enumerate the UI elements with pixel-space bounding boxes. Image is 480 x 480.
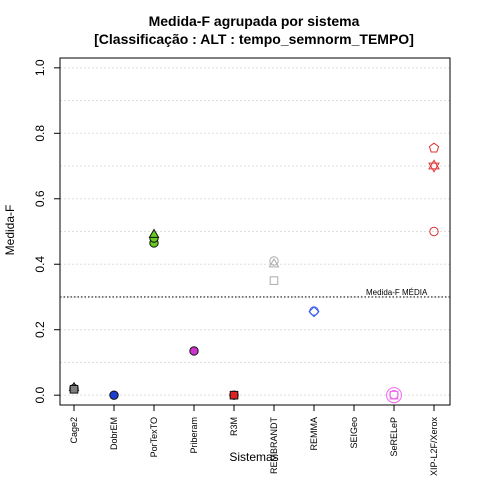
- axis-layer: 0.0 0.2 0.4 0.6 0.8 1.0 Cage2 DobrEM PorTexTO Pri…: [33, 57, 451, 477]
- point-dobrem: [109, 390, 119, 400]
- y-tick-label: 0.8: [33, 125, 47, 142]
- y-tick-label: 0.0: [33, 387, 47, 404]
- point-serelep: [389, 389, 399, 400]
- point-remma: [308, 306, 320, 318]
- chart-title-line2: [Classificação : ALT : tempo_semnorm_TEM…: [94, 31, 414, 47]
- grid-layer: [60, 67, 450, 396]
- x-tick-label: R3M: [229, 417, 239, 436]
- point-r3m: [229, 390, 239, 400]
- x-tick-label: DobrEM: [109, 417, 119, 450]
- point-xip-l2f-xerox: [428, 142, 440, 153]
- point-portexto: [148, 228, 160, 238]
- point-rembrandt: [269, 256, 279, 266]
- y-tick-label: 0.2: [33, 321, 47, 338]
- x-tick-label: REMBRANDT: [269, 417, 279, 475]
- x-tick-label: Priberam: [189, 417, 199, 454]
- point-rembrandt: [268, 257, 280, 268]
- x-tick-label: REMMA: [309, 417, 319, 451]
- x-tick-label: SEIGeo: [349, 417, 359, 449]
- points-layer: [68, 142, 440, 404]
- point-xip-l2f-xerox: [429, 226, 439, 237]
- x-tick-label: PorTexTO: [149, 417, 159, 457]
- x-tick-label: SeRELeP: [389, 417, 399, 457]
- point-serelep: [386, 387, 402, 404]
- point-rembrandt: [269, 276, 279, 285]
- point-priberam: [189, 346, 199, 356]
- x-axis-title: Sistemas: [229, 450, 278, 464]
- y-tick-label: 0.4: [33, 256, 47, 273]
- x-tick-label: XIP-L2F/Xerox: [429, 417, 439, 477]
- x-tick-label: Cage2: [69, 417, 79, 444]
- chart-title-line1: Medida-F agrupada por sistema: [149, 13, 360, 29]
- point-xip-l2f-xerox: [428, 159, 440, 173]
- plot-frame: [59, 57, 451, 406]
- y-tick-label: 1.0: [33, 59, 47, 76]
- y-tick-label: 0.6: [33, 190, 47, 207]
- reference-label: Medida-F MÉDIA: [366, 288, 428, 297]
- y-axis-title: Medida-F: [3, 205, 17, 256]
- point-cage2: [69, 384, 79, 394]
